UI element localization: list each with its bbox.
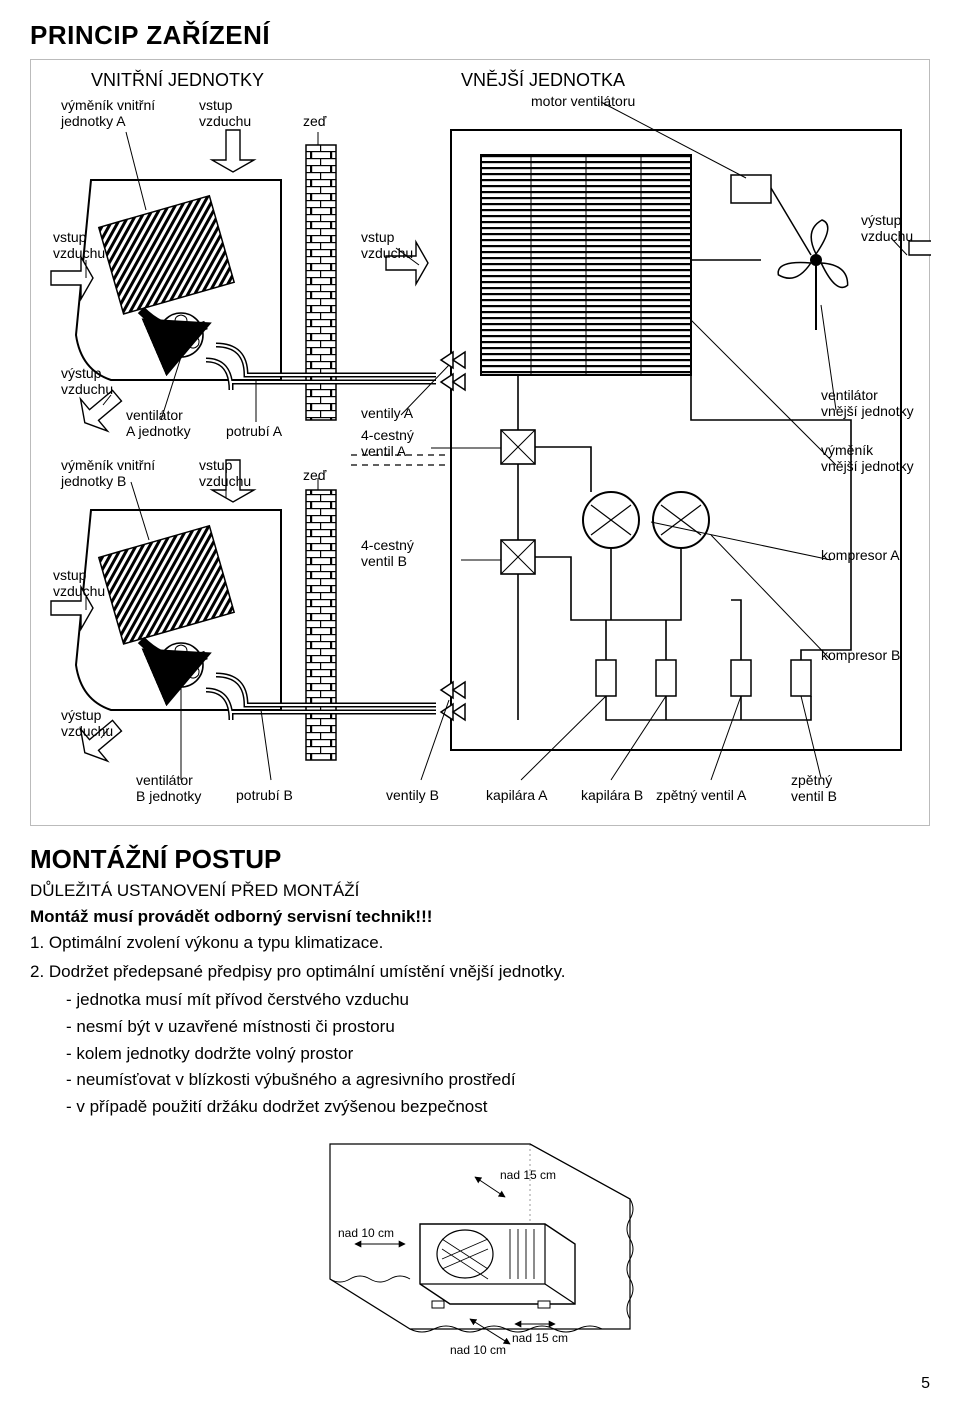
principle-svg: VNITŘNÍ JEDNOTKY VNĚJŠÍ JEDNOTKA: [31, 60, 931, 820]
lbl-kapilara-a: kapilára A: [486, 787, 548, 803]
bullet-2: - nesmí být v uzavřené místnosti či pros…: [66, 1015, 930, 1040]
lbl-kompresor-a: kompresor A: [821, 547, 900, 563]
clearance-diagram: nad 15 cm nad 10 cm nad 15 cm nad 10 cm: [300, 1129, 660, 1359]
lbl-ventilator-a: ventilátorA jednotky: [126, 407, 191, 439]
lbl-vstup-top-b: vstupvzduchu: [199, 457, 251, 489]
item-1: 1. Optimální zvolení výkonu a typu klima…: [30, 931, 930, 956]
lbl-nad15-front: nad 15 cm: [512, 1331, 568, 1345]
lbl-4cest-a: 4-cestnýventil A: [361, 427, 414, 459]
header-inner: VNITŘNÍ JEDNOTKY: [91, 70, 264, 90]
lbl-potrubi-b: potrubí B: [236, 787, 293, 803]
lbl-nad10-bottom: nad 10 cm: [450, 1343, 506, 1357]
lbl-zed1: zeď: [303, 113, 327, 129]
lbl-nad15-top: nad 15 cm: [500, 1168, 556, 1182]
bullet-1: - jednotka musí mít přívod čerstvého vzd…: [66, 988, 930, 1013]
inner-unit-a: [76, 180, 436, 390]
lbl-kapilara-b: kapilára B: [581, 787, 643, 803]
bullet-3: - kolem jednotky dodržte volný prostor: [66, 1042, 930, 1067]
bullet-4: - neumísťovat v blízkosti výbušného a ag…: [66, 1068, 930, 1093]
lbl-vymenik-a: výměník vnitřníjednotky A: [60, 97, 155, 129]
lbl-motor: motor ventilátoru: [531, 93, 635, 109]
compressor-a-icon: [583, 492, 639, 548]
lbl-4cest-b: 4-cestnýventil B: [361, 537, 414, 569]
lbl-ventily-b: ventily B: [386, 787, 439, 803]
compressor-b-icon: [653, 492, 709, 548]
item-2: 2. Dodržet předepsané předpisy pro optim…: [30, 960, 930, 985]
montaz-sub: DŮLEŽITÁ USTANOVENÍ PŘED MONTÁŽÍ: [30, 881, 930, 901]
page-title: PRINCIP ZAŘÍZENÍ: [30, 20, 930, 51]
lbl-ventilator-b: ventilátorB jednotky: [136, 772, 201, 804]
lbl-vystup-outer: výstupvzduchu: [861, 212, 913, 244]
outdoor-unit-icon: [420, 1224, 575, 1308]
lbl-vystup-b: výstupvzduchu: [61, 707, 113, 739]
bullet-5: - v případě použití držáku dodržet zvýše…: [66, 1095, 930, 1120]
montaz-title: MONTÁŽNÍ POSTUP: [30, 844, 930, 875]
lbl-vstup-outer: vstupvzduchu: [361, 229, 413, 261]
lbl-zpetny-b: zpětnýventil B: [791, 772, 837, 804]
lbl-ventily-a: ventily A: [361, 405, 414, 421]
lbl-kompresor-b: kompresor B: [821, 647, 900, 663]
lbl-zpetny-a: zpětný ventil A: [656, 787, 747, 803]
lbl-vymenik-b: výměník vnitřníjednotky B: [60, 457, 155, 489]
clearance-diagram-wrap: nad 15 cm nad 10 cm nad 15 cm nad 10 cm: [30, 1129, 930, 1364]
lbl-zed2: zeď: [303, 467, 327, 483]
lbl-potrubi-a: potrubí A: [226, 423, 283, 439]
header-outer: VNĚJŠÍ JEDNOTKA: [461, 69, 625, 90]
lbl-nad10-left: nad 10 cm: [338, 1226, 394, 1240]
montaz-bold-line: Montáž musí provádět odborný servisní te…: [30, 907, 930, 927]
lbl-vstup-top-a: vstupvzduchu: [199, 97, 251, 129]
page-number: 5: [921, 1375, 930, 1393]
principle-diagram: VNITŘNÍ JEDNOTKY VNĚJŠÍ JEDNOTKA: [30, 59, 930, 826]
